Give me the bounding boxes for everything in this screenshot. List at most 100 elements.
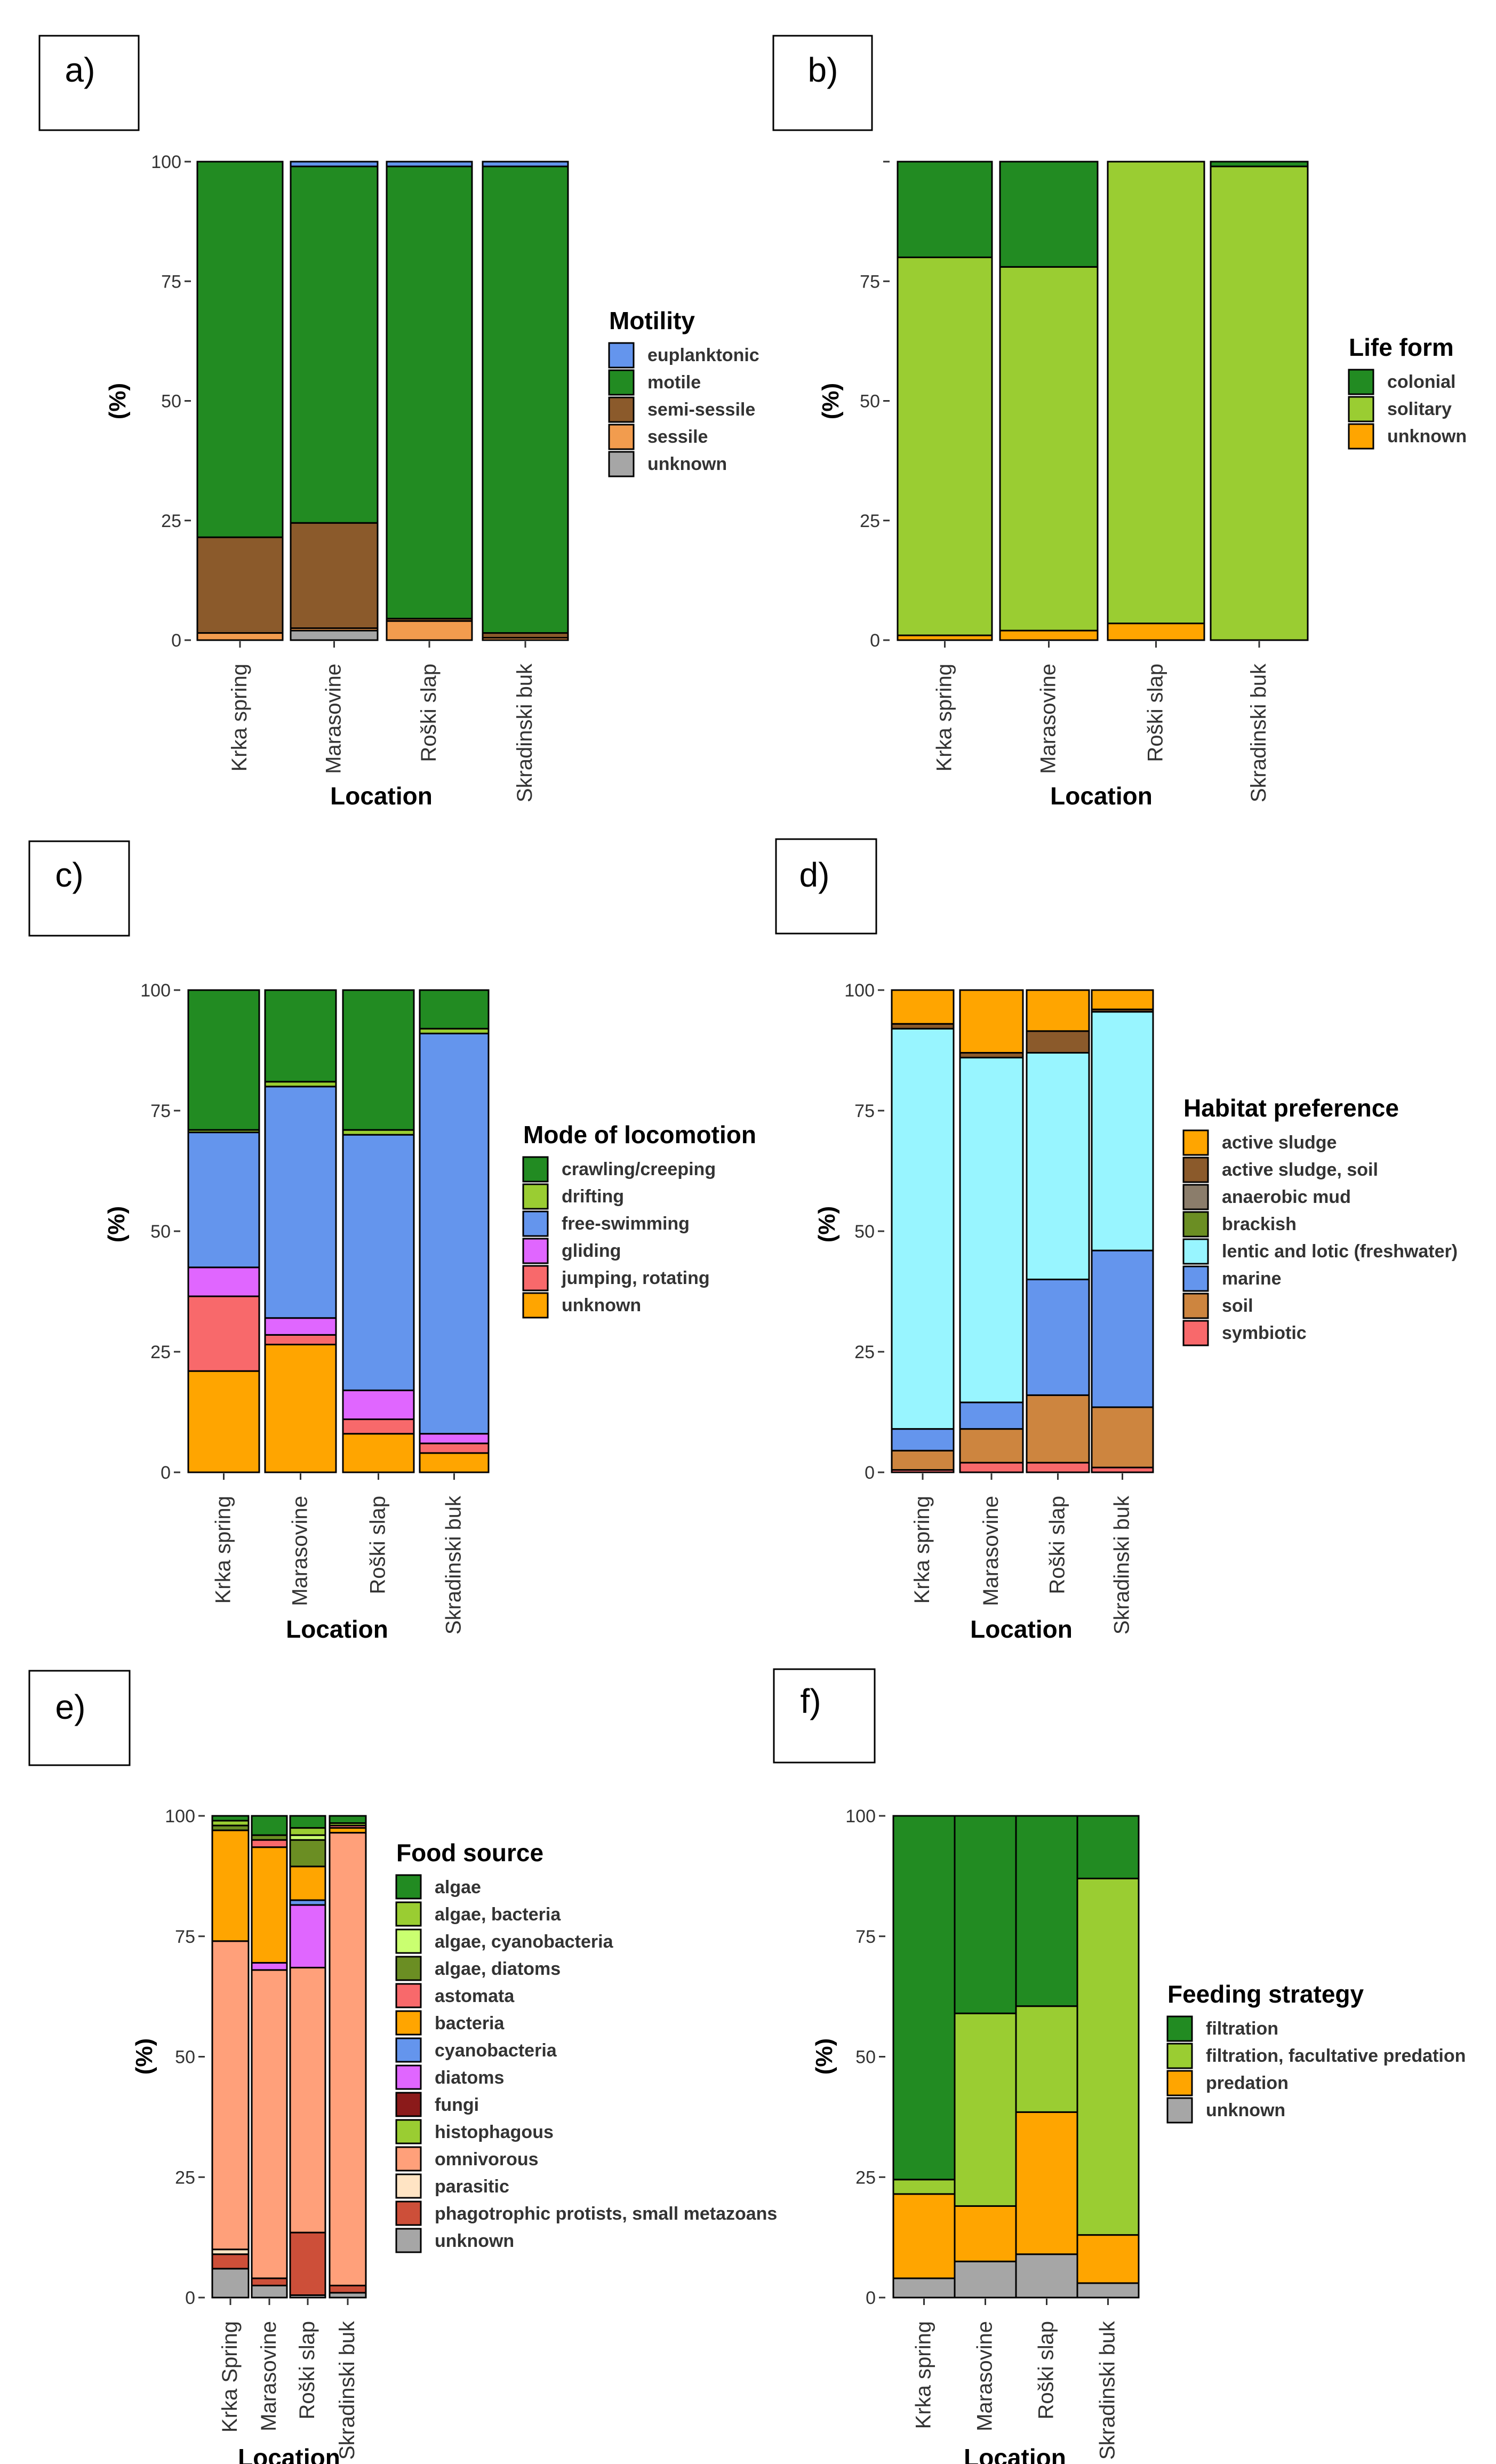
legend-key	[395, 2092, 422, 2117]
bar-segment	[187, 1370, 260, 1473]
y-axis-title: (%)	[818, 383, 844, 419]
legend-label: gliding	[562, 1241, 621, 1261]
legend-label: algae, diatoms	[435, 1959, 561, 1979]
panel-c: c) 0 25 50 75 100 Krka spring Marasovine Roški s…	[28, 840, 756, 1643]
legend-key	[522, 1238, 549, 1264]
bar-segment	[954, 1815, 1017, 2014]
bar-segment	[419, 1452, 490, 1473]
legend-key	[522, 1156, 549, 1183]
x-tick-label: Krka spring	[212, 1496, 235, 1604]
bar-segment	[211, 1829, 250, 1942]
x-tick-label: Roški slap	[295, 2321, 319, 2420]
legend-label: sessile	[647, 427, 708, 447]
bar-segment	[419, 1032, 490, 1435]
legend-key	[395, 1874, 422, 1900]
bar-segment	[342, 1418, 415, 1435]
y-tick-label: 50	[161, 392, 181, 412]
bar-segment	[1076, 2234, 1140, 2284]
legend-key	[395, 1901, 422, 1927]
bar-segment	[1015, 1815, 1078, 2007]
y-tick-label: 50	[855, 2047, 876, 2068]
legend-key	[608, 424, 635, 450]
bar-segment	[290, 161, 379, 168]
y-tick-label: 100	[165, 1806, 195, 1827]
bar-segment	[264, 1317, 337, 1336]
x-tick-label: Marasovine	[973, 2321, 997, 2431]
bar-segment	[1015, 2111, 1078, 2255]
legend-label: unknown	[435, 2231, 514, 2251]
bar-segment	[196, 161, 284, 538]
y-tick-label: 75	[854, 1101, 875, 1121]
bar-segment	[342, 989, 415, 1131]
bar-segment	[419, 989, 490, 1030]
bar-segment	[289, 2231, 326, 2296]
legend-key	[395, 2010, 422, 2036]
legend-label: motile	[647, 372, 701, 393]
bar-segment	[892, 1815, 956, 2181]
x-axis-title: Location	[286, 1615, 388, 1643]
bar-segment	[1015, 2253, 1078, 2299]
bar-segment	[959, 989, 1024, 1054]
legend-key	[1182, 1157, 1209, 1183]
bar-segment	[954, 2260, 1017, 2299]
legend-label: crawling/creeping	[562, 1159, 716, 1179]
legend-key	[395, 2228, 422, 2253]
bar-segment	[329, 2284, 367, 2294]
bar-segment	[251, 1969, 288, 2279]
x-tick-label: Roški slap	[1035, 2321, 1058, 2420]
legend-label: algae	[435, 1877, 481, 1897]
y-tick-label: 100	[845, 1806, 876, 1827]
legend-key	[395, 2119, 422, 2144]
bar-segment	[187, 989, 260, 1131]
legend-title: Habitat preference	[1183, 1094, 1399, 1122]
bar-segment	[251, 2277, 288, 2286]
bar-segment	[891, 989, 955, 1025]
panel-a: a) 0 25 50 75 100 Krka spring Marasovine Roški s…	[38, 35, 759, 810]
bar-segment	[187, 1131, 260, 1269]
bar-segment	[264, 1086, 337, 1319]
legend-label: soil	[1222, 1296, 1253, 1316]
y-tick-label: 0	[865, 1463, 875, 1483]
y-tick-label: 25	[161, 511, 181, 531]
legend-label: unknown	[647, 454, 727, 474]
legend-label: unknown	[1387, 426, 1467, 446]
legend-label: histophagous	[435, 2122, 554, 2142]
bar-segment	[342, 1433, 415, 1473]
bar-segment	[892, 2193, 956, 2279]
bar-segment	[891, 1428, 955, 1452]
y-axis-title: (%)	[105, 383, 131, 419]
legend-label: active sludge, soil	[1222, 1160, 1378, 1180]
bar-segment	[959, 1428, 1024, 1464]
x-tick-label: Krka spring	[910, 1496, 934, 1604]
bar-segment	[1026, 989, 1090, 1032]
bar-segment	[1026, 1278, 1090, 1396]
legend-key	[1182, 1238, 1209, 1265]
bar-segment	[954, 2012, 1017, 2207]
bar-segment	[1210, 165, 1309, 641]
bar-segment	[482, 165, 569, 634]
legend-label: semi-sessile	[647, 400, 755, 420]
legend-key	[608, 451, 635, 477]
legend-label: filtration, facultative predation	[1206, 2046, 1466, 2066]
legend-label: symbiotic	[1222, 1323, 1307, 1343]
legend-label: algae, cyanobacteria	[435, 1932, 614, 1952]
y-tick-label: 75	[175, 1927, 195, 1947]
legend-key	[395, 1928, 422, 1954]
x-tick-label: Skradinski buk	[335, 2321, 359, 2460]
x-tick-label: Marasovine	[979, 1496, 1003, 1606]
legend-key	[1182, 1265, 1209, 1292]
bar-segment	[1091, 989, 1154, 1010]
legend-key	[522, 1210, 549, 1237]
bar-segment	[289, 1865, 326, 1901]
bar-segment	[1107, 623, 1205, 641]
legend-key	[522, 1265, 549, 1291]
panel-label: a)	[65, 51, 95, 89]
bar-segment	[419, 1433, 490, 1445]
bar-segment	[290, 629, 379, 641]
bar-segment	[999, 161, 1099, 268]
legend-title: Life form	[1349, 333, 1454, 361]
bar-segment	[329, 1832, 367, 2286]
bar-segment	[1015, 2005, 1078, 2113]
legend-key	[608, 342, 635, 369]
x-axis-title: Location	[970, 1615, 1073, 1643]
